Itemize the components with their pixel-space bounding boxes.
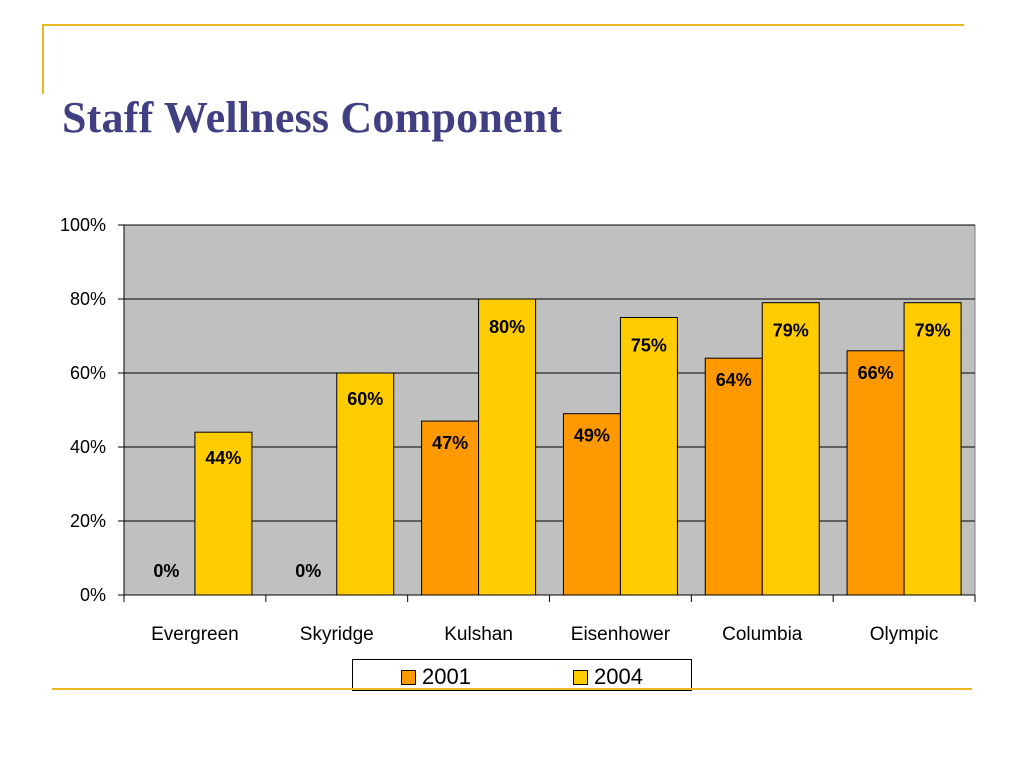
bar-2001-columbia	[704, 357, 763, 596]
data-label-2004-skyridge: 60%	[347, 389, 383, 409]
y-tick-label: 20%	[70, 511, 106, 531]
y-tick-label: 0%	[80, 585, 106, 605]
y-tick-label: 80%	[70, 289, 106, 309]
data-label-2004-eisenhower: 75%	[631, 336, 667, 356]
x-tick-label-columbia: Columbia	[722, 624, 803, 645]
y-tick-label: 40%	[70, 437, 106, 457]
bar-2001-kulshan	[421, 420, 480, 596]
x-tick-label-olympic: Olympic	[870, 624, 939, 645]
slide-title: Staff Wellness Component	[62, 93, 563, 142]
data-label-2004-kulshan: 80%	[489, 317, 525, 337]
bar-2004-evergreen	[194, 431, 253, 596]
data-label-2001-evergreen: 0%	[153, 561, 179, 581]
chart-legend: 2001 2004	[352, 659, 692, 691]
legend-label-2001: 2001	[422, 664, 471, 689]
data-label-2001-eisenhower: 49%	[574, 426, 610, 446]
legend-item-2001: 2001	[401, 664, 471, 689]
x-tick-label-eisenhower: Eisenhower	[571, 624, 671, 645]
data-label-2001-skyridge: 0%	[295, 561, 321, 581]
bar-2004-columbia	[761, 302, 820, 596]
left-accent-line	[42, 24, 44, 94]
x-tick-label-kulshan: Kulshan	[444, 624, 513, 645]
legend-item-2004: 2004	[573, 664, 643, 689]
legend-swatch-2001	[401, 669, 416, 685]
bar-2004-skyridge	[336, 372, 395, 596]
bottom-accent-line	[52, 688, 972, 690]
top-accent-line	[42, 24, 964, 26]
data-label-2001-olympic: 66%	[858, 363, 894, 383]
data-label-2004-olympic: 79%	[915, 321, 951, 341]
y-tick-label: 100%	[60, 215, 106, 235]
bar-2004-olympic	[903, 302, 962, 596]
x-tick-label-skyridge: Skyridge	[300, 624, 374, 645]
legend-label-2004: 2004	[594, 664, 643, 689]
data-label-2001-columbia: 64%	[716, 370, 752, 390]
data-label-2004-columbia: 79%	[773, 321, 809, 341]
legend-swatch-2004	[573, 669, 588, 685]
bar-2004-eisenhower	[619, 317, 678, 596]
data-label-2004-evergreen: 44%	[205, 448, 241, 468]
data-label-2001-kulshan: 47%	[432, 433, 468, 453]
y-tick-label: 60%	[70, 363, 106, 383]
bar-2001-olympic	[846, 350, 905, 596]
plot-area	[123, 224, 976, 596]
x-tick-label-evergreen: Evergreen	[151, 624, 239, 645]
bar-2004-kulshan	[478, 298, 537, 596]
